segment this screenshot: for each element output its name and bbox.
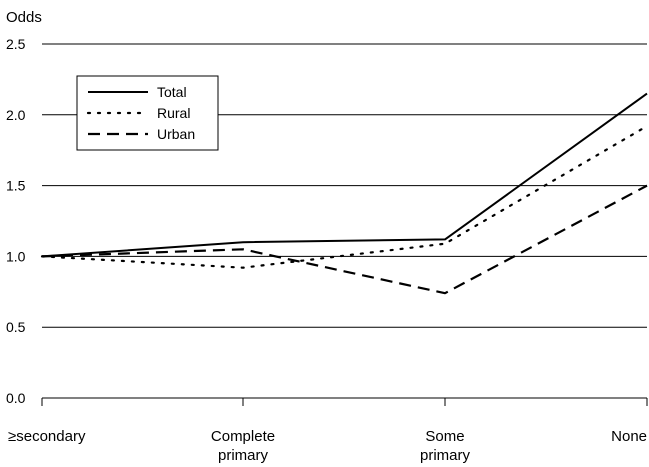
series-line-total xyxy=(41,92,648,258)
y-tick-label: 0.0 xyxy=(6,390,26,406)
x-tick-label: primary xyxy=(218,447,269,464)
y-tick-labels: 0.0 0.5 1.0 1.5 2.0 2.5 xyxy=(6,36,26,406)
legend-label-total: Total xyxy=(157,84,187,100)
x-tick-label: ≥secondary xyxy=(8,428,86,445)
series-lines xyxy=(40,92,649,295)
x-tick-label: primary xyxy=(420,447,471,464)
y-tick-label: 1.5 xyxy=(6,178,26,194)
legend: Total Rural Urban xyxy=(76,75,219,151)
legend-label-rural: Rural xyxy=(157,105,190,121)
y-tick-label: 0.5 xyxy=(6,319,26,335)
y-tick-label: 1.0 xyxy=(6,248,26,264)
x-tick-label: Complete xyxy=(211,428,275,445)
x-axis: ≥secondary Complete primary Some primary None xyxy=(8,398,648,464)
y-axis-label: Odds xyxy=(6,9,42,26)
x-tick-label: Some xyxy=(425,428,464,445)
y-tick-label: 2.0 xyxy=(6,107,26,123)
legend-label-urban: Urban xyxy=(157,126,195,142)
x-tick-label: None xyxy=(611,428,647,445)
series-line-rural xyxy=(40,124,649,269)
series-line-urban xyxy=(41,184,648,295)
y-tick-label: 2.5 xyxy=(6,36,26,52)
